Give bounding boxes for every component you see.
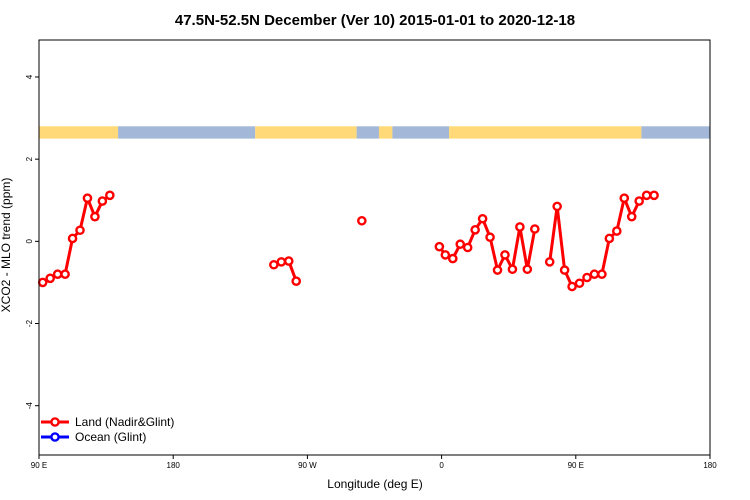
series-0-point-0-9: [105, 190, 115, 201]
x-axis-label: Longitude (deg E): [327, 477, 422, 491]
series-0-point-3-7: [485, 232, 495, 243]
y-tick-label-1: -2: [25, 319, 34, 327]
series-0-point-0-7: [90, 211, 100, 222]
series-0-point-3-8: [492, 265, 503, 275]
series-0-point-4-13: [641, 190, 652, 201]
series-0-point-4-14: [649, 190, 659, 201]
series-0-point-3-10: [507, 264, 518, 275]
surface-band-ocean-3: [356, 126, 379, 139]
series-0-point-4-7: [597, 269, 607, 280]
y-tick-label-4: 4: [25, 74, 34, 79]
y-axis-label: XCO2 - MLO trend (ppm): [0, 178, 13, 313]
surface-band-ocean-5: [392, 126, 450, 139]
surface-band-land-4: [378, 126, 393, 139]
x-axis: 90 E 180 90 W 0 90 E 180: [31, 455, 717, 470]
surface-band-ocean-7: [641, 126, 710, 139]
series-0-point-4-2: [559, 265, 570, 275]
series-0-point-4-1: [552, 201, 562, 212]
y-tick-label-0: -4: [25, 402, 34, 410]
legend-label-0: Land (Nadir&Glint): [75, 415, 174, 429]
surface-band-ocean-1: [118, 126, 256, 139]
surface-band-land-2: [255, 126, 357, 139]
series-0-point-0-4: [67, 233, 78, 244]
series-0-point-3-9: [500, 250, 510, 260]
series-0-point-4-10: [619, 193, 630, 203]
series-0-point-4-12: [634, 196, 644, 206]
surface-band-land-6: [449, 126, 642, 139]
series-0-point-3-4: [462, 242, 473, 253]
legend-marker-0: [50, 417, 60, 427]
x-tick-label-3: 0: [439, 461, 444, 470]
series-0-point-3-11: [515, 222, 525, 232]
series-0-point-4-9: [612, 226, 622, 236]
series-0-point-4-0: [544, 257, 555, 267]
legend: Land (Nadir&Glint)Ocean (Glint): [41, 415, 174, 444]
legend-label-1: Ocean (Glint): [75, 430, 146, 444]
y-tick-label-2: 0: [25, 239, 34, 244]
series-0-point-0-3: [60, 269, 70, 280]
series-0-point-4-11: [626, 211, 637, 222]
series-0-point-4-4: [574, 278, 585, 289]
series-0-point-1-1: [276, 257, 287, 267]
series-0-point-3-3: [455, 239, 466, 250]
x-tick-label-0: 90 E: [31, 461, 47, 470]
x-tick-label-4: 90 E: [568, 461, 584, 470]
y-axis: -4 -2 0 2 4: [25, 74, 39, 409]
x-tick-label-1: 180: [167, 461, 181, 470]
y-tick-label-3: 2: [25, 156, 34, 161]
series-0-point-3-5: [470, 225, 480, 235]
series-0-point-3-12: [522, 264, 533, 275]
series-0-point-2-0: [357, 215, 367, 226]
series-0-point-4-8: [604, 233, 615, 244]
series-0-point-0-5: [75, 225, 85, 236]
chart-title: 47.5N-52.5N December (Ver 10) 2015-01-01…: [175, 12, 575, 29]
series-0-point-0-8: [97, 196, 108, 206]
legend-marker-1: [50, 432, 60, 442]
series-0-point-4-3: [567, 281, 577, 292]
series-0-point-3-2: [447, 253, 458, 264]
series-0-point-1-3: [291, 276, 302, 286]
series-0-point-0-0: [37, 277, 48, 288]
plot-frame: [38, 39, 711, 456]
x-tick-label-2: 90 W: [298, 461, 317, 470]
series-0-point-1-0: [269, 259, 279, 270]
series-0-point-0-1: [45, 273, 55, 284]
x-tick-label-5: 180: [703, 461, 717, 470]
series-0-point-4-5: [582, 272, 592, 283]
series-0-point-0-6: [82, 193, 93, 203]
series-0-point-3-13: [529, 224, 540, 234]
series-0-point-1-2: [283, 256, 294, 266]
series-0-point-3-0: [434, 241, 445, 252]
series-0-point-4-6: [589, 269, 600, 280]
surface-band-land-0: [39, 126, 119, 139]
series-0-point-0-2: [52, 269, 63, 280]
surface-band: [39, 126, 710, 139]
series-0-point-3-1: [440, 250, 451, 260]
series-layer: [37, 190, 659, 292]
series-0-point-3-6: [477, 213, 488, 224]
